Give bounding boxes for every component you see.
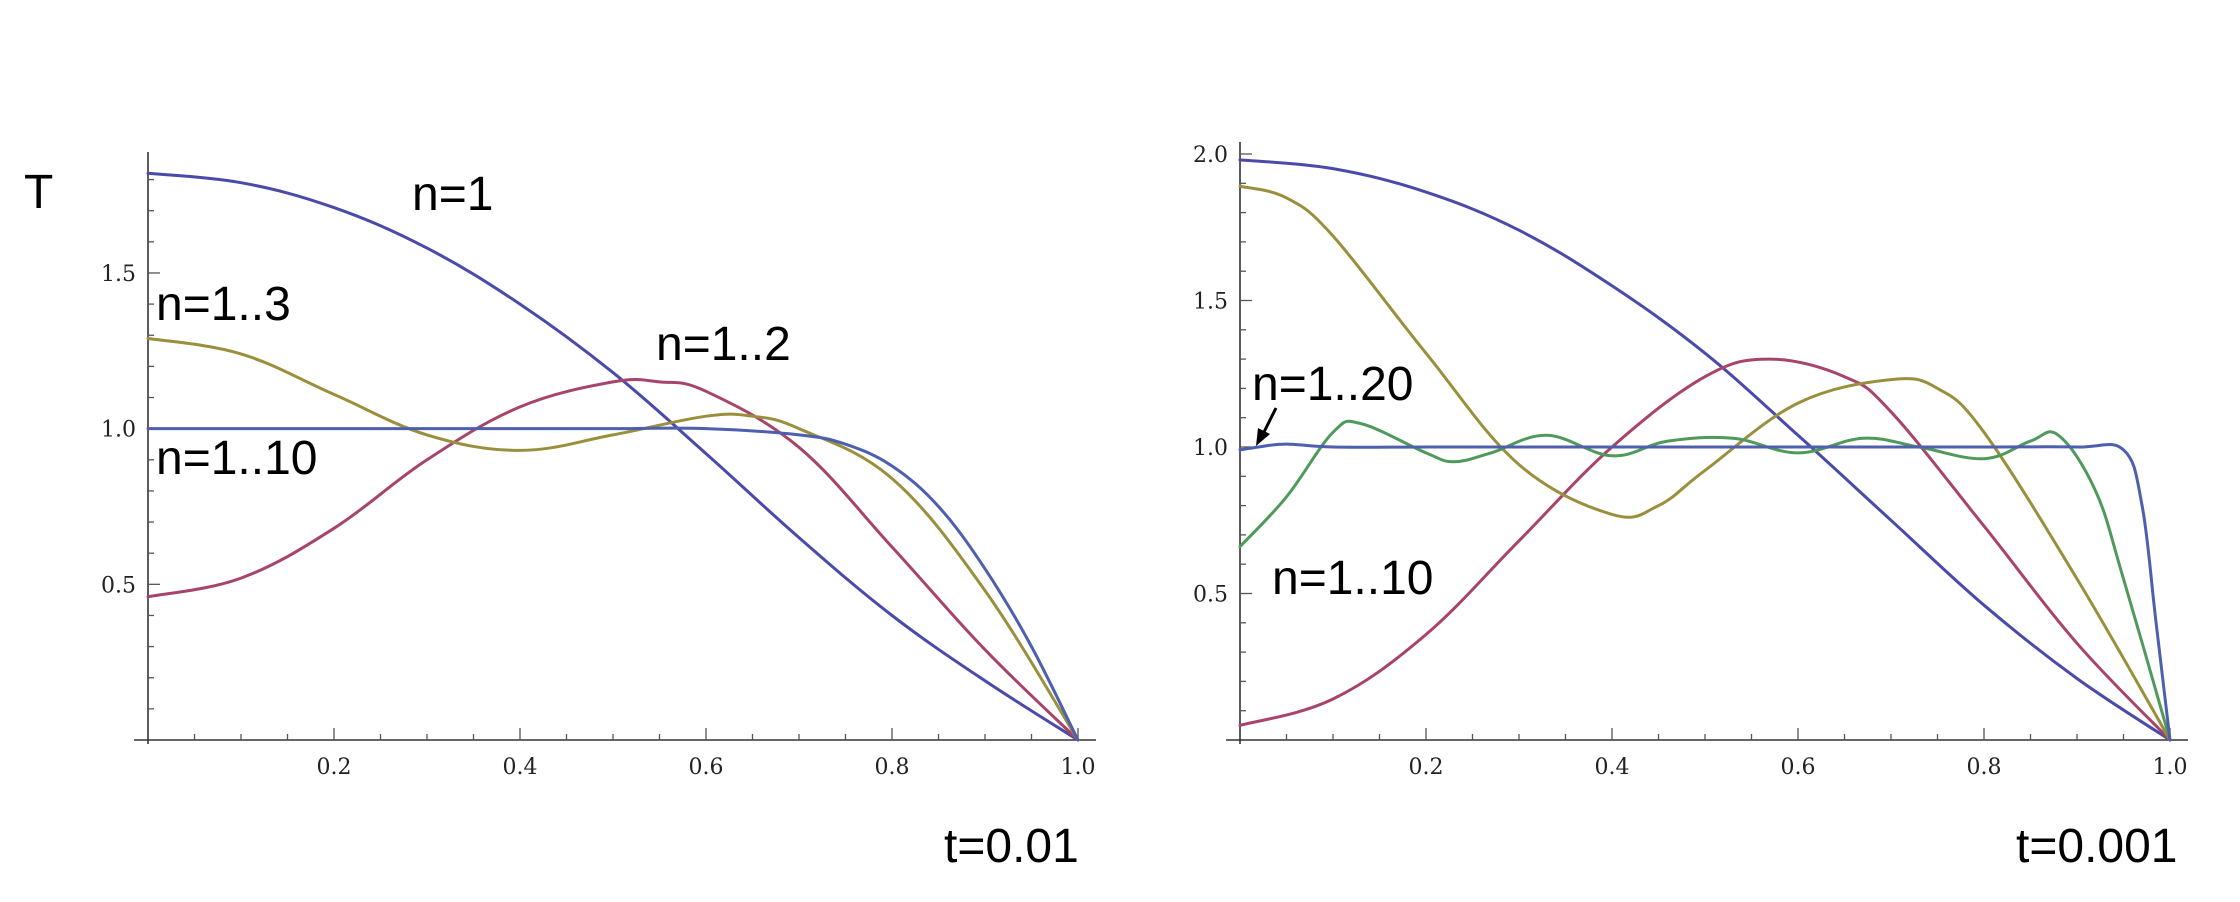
- y-tick-label: 0.5: [1193, 583, 1228, 608]
- series-line-5: [1238, 442, 2172, 742]
- x-tick-label: 0.4: [1595, 755, 1630, 780]
- series-line-4: [146, 426, 1080, 742]
- x-tick-label: 1.0: [1061, 755, 1096, 780]
- annotation-n1-10-left: n=1..10: [156, 432, 317, 485]
- caption-left: t=0.01: [944, 820, 1079, 873]
- x-tick-label: 0.8: [875, 755, 910, 780]
- x-tick-label: 1.0: [2153, 755, 2188, 780]
- annotation-n1-2: n=1..2: [656, 318, 791, 371]
- series-line-3: [1238, 184, 2172, 742]
- series-line-3: [146, 336, 1080, 742]
- y-axis-label: T: [24, 166, 53, 219]
- y-tick-label: 1.0: [1193, 436, 1228, 461]
- annotation-n1-3: n=1..3: [156, 278, 291, 331]
- x-tick-label: 0.2: [1409, 755, 1444, 780]
- y-tick-label: 1.0: [101, 418, 136, 443]
- y-tick-label: 1.5: [101, 262, 136, 287]
- x-tick-label: 0.2: [317, 755, 352, 780]
- x-tick-label: 0.8: [1967, 755, 2002, 780]
- y-tick-label: 1.5: [1193, 290, 1228, 315]
- series-line-2: [1238, 357, 2172, 742]
- series-line-1: [146, 171, 1080, 742]
- series-line-1: [1238, 158, 2172, 742]
- chart-left: 0.2 0.4 0.6 0.8 1.0 0.5 1.0 1.5: [101, 152, 1096, 780]
- series-line-2: [146, 378, 1080, 742]
- annotation-n1-left: n=1: [412, 168, 493, 221]
- x-tick-label: 0.6: [689, 755, 724, 780]
- chart-right: 0.2 0.4 0.6 0.8 1.0 0.5 1.0 1.5 2.0: [1193, 142, 2188, 780]
- annotation-n1-10-right: n=1..10: [1272, 552, 1433, 605]
- annotation-arrow: [1256, 407, 1278, 446]
- y-tick-label: 2.0: [1193, 143, 1228, 168]
- annotation-n1-20: n=1..20: [1252, 358, 1413, 411]
- x-tick-label: 0.6: [1781, 755, 1816, 780]
- caption-right: t=0.001: [2016, 820, 2177, 873]
- x-tick-label: 0.4: [503, 755, 538, 780]
- y-tick-label: 0.5: [101, 573, 136, 598]
